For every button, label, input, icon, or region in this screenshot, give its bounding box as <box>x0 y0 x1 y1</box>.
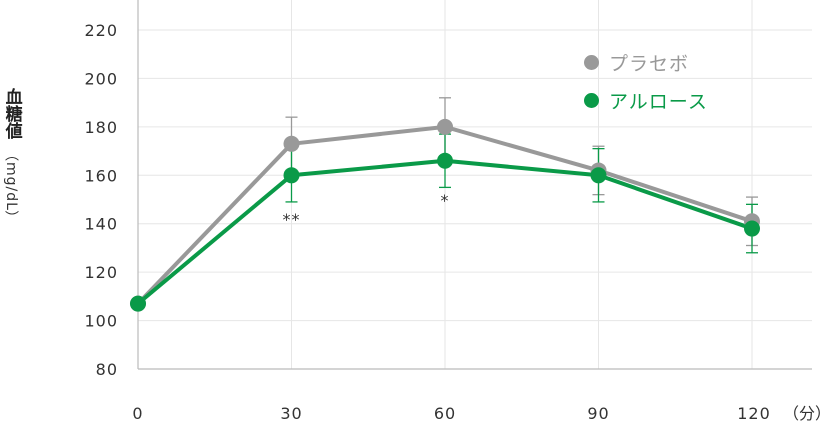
y-tick-label: 220 <box>84 21 118 40</box>
y-tick-label: 120 <box>84 263 118 282</box>
x-axis-unit-label: （分） <box>783 404 823 423</box>
y-axis-unit: （mg/dL） <box>3 147 19 226</box>
significance-marker: * <box>441 191 450 210</box>
data-point-allulose <box>437 152 453 169</box>
data-point-allulose <box>590 167 607 184</box>
data-point-placebo <box>283 135 300 152</box>
data-point-allulose <box>130 295 146 312</box>
data-point-allulose <box>744 220 760 237</box>
legend: プラセボ アルロース <box>584 48 708 124</box>
y-tick-label: 200 <box>84 69 118 88</box>
x-tick-label: 90 <box>587 404 609 423</box>
data-point-placebo <box>437 118 453 135</box>
x-tick-label: 60 <box>434 404 456 423</box>
y-axis-label: 血糖値 （mg/dL） <box>0 88 22 226</box>
y-tick-label: 100 <box>84 312 118 331</box>
legend-marker-placebo <box>584 54 599 70</box>
y-tick-label: 160 <box>84 166 118 185</box>
significance-marker: ** <box>283 210 301 229</box>
legend-label-allulose: アルロース <box>609 90 708 113</box>
y-tick-label: 140 <box>84 215 118 234</box>
x-tick-label: 30 <box>280 404 302 423</box>
data-point-allulose <box>283 167 300 184</box>
legend-item-allulose: アルロース <box>584 86 708 114</box>
y-tick-label: 80 <box>96 360 118 379</box>
y-axis-title: 血糖値 <box>1 88 22 139</box>
x-tick-label: 120 <box>737 404 771 423</box>
legend-item-placebo: プラセボ <box>584 48 708 76</box>
x-tick-label: 0 <box>132 404 143 423</box>
legend-label-placebo: プラセボ <box>609 52 690 75</box>
legend-marker-allulose <box>584 92 599 108</box>
y-tick-label: 180 <box>84 118 118 137</box>
